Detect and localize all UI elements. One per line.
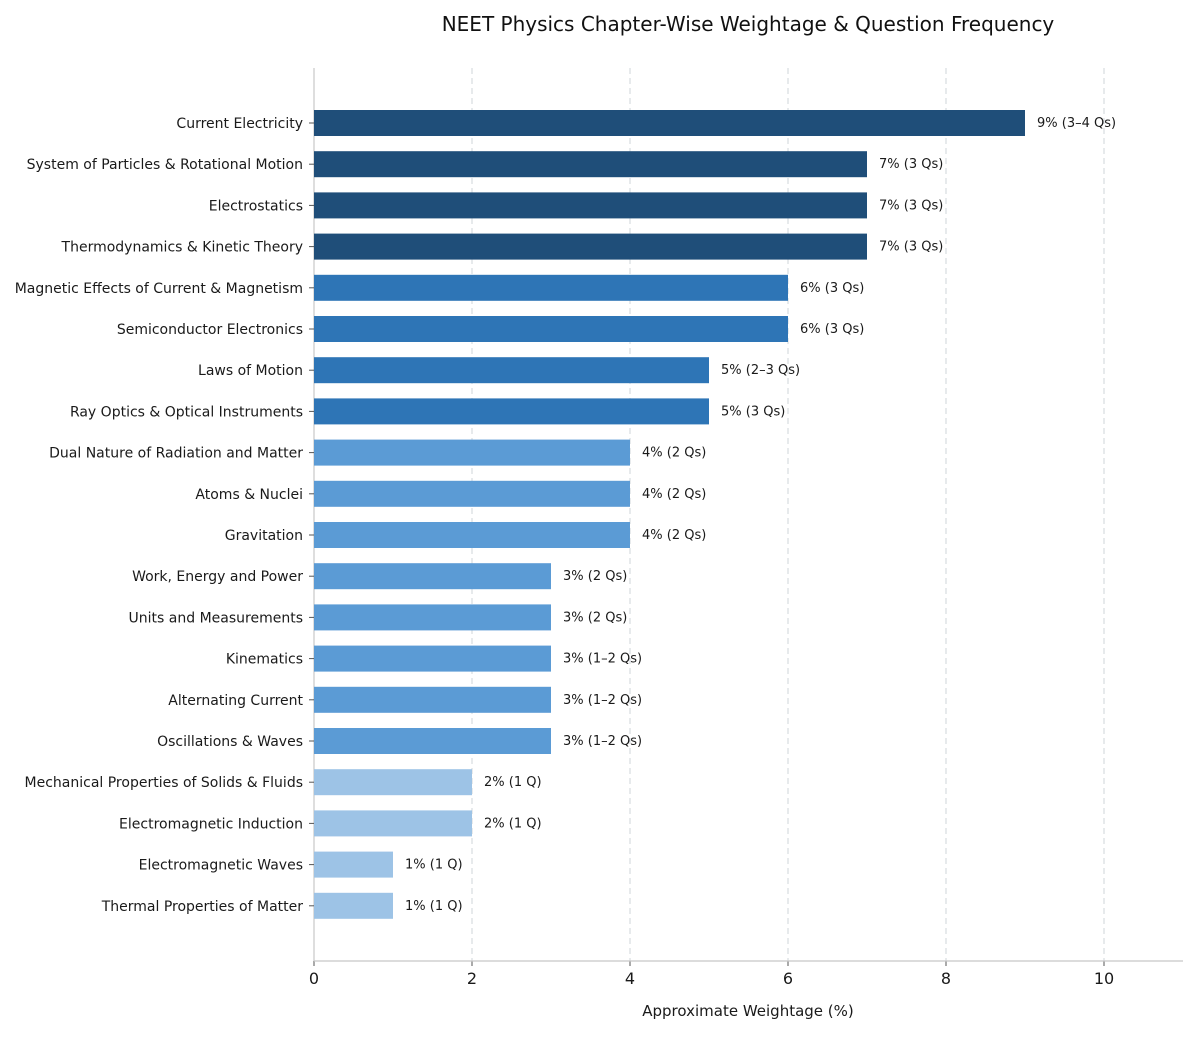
bar-0: [314, 110, 1025, 136]
category-label-16: Mechanical Properties of Solids & Fluids: [25, 775, 303, 791]
value-label-3: 7% (3 Qs): [879, 240, 943, 255]
bar-8: [314, 439, 630, 466]
value-label-6: 5% (2–3 Qs): [721, 363, 800, 378]
bar-15: [314, 728, 551, 754]
category-label-15: Oscillations & Waves: [157, 734, 303, 750]
x-tick-label-6: 6: [783, 969, 793, 988]
x-tick-label-10: 10: [1094, 969, 1114, 988]
value-label-11: 3% (2 Qs): [563, 569, 627, 584]
bar-2: [314, 192, 867, 219]
category-label-2: Electrostatics: [209, 198, 303, 214]
category-label-3: Thermodynamics & Kinetic Theory: [61, 240, 303, 256]
labels: Current Electricity 9% (3–4 Qs) System of …: [15, 116, 1116, 915]
category-label-17: Electromagnetic Induction: [119, 816, 303, 832]
value-label-18: 1% (1 Q): [405, 858, 463, 873]
x-axis-title: Approximate Weightage (%): [642, 1002, 854, 1020]
value-label-0: 9% (3–4 Qs): [1037, 116, 1116, 131]
value-label-16: 2% (1 Q): [484, 775, 542, 790]
value-label-12: 3% (2 Qs): [563, 610, 627, 625]
category-label-0: Current Electricity: [176, 116, 303, 132]
value-label-17: 2% (1 Q): [484, 816, 542, 831]
bar-4: [314, 274, 788, 301]
value-label-7: 5% (3 Qs): [721, 404, 785, 419]
value-label-4: 6% (3 Qs): [800, 281, 864, 296]
bar-13: [314, 645, 551, 672]
category-label-10: Gravitation: [225, 528, 303, 544]
x-tick-label-2: 2: [467, 969, 477, 988]
bar-1: [314, 151, 867, 178]
bar-10: [314, 522, 630, 548]
value-label-2: 7% (3 Qs): [879, 198, 943, 213]
category-label-5: Semiconductor Electronics: [117, 322, 303, 338]
value-label-8: 4% (2 Qs): [642, 446, 706, 461]
category-label-12: Units and Measurements: [129, 610, 303, 626]
category-label-19: Thermal Properties of Matter: [101, 899, 304, 915]
bar-14: [314, 686, 551, 713]
category-label-18: Electromagnetic Waves: [139, 858, 303, 874]
value-label-1: 7% (3 Qs): [879, 157, 943, 172]
category-label-7: Ray Optics & Optical Instruments: [70, 404, 303, 420]
bar-11: [314, 563, 551, 590]
value-label-19: 1% (1 Q): [405, 899, 463, 914]
category-label-9: Atoms & Nuclei: [195, 487, 303, 503]
bar-12: [314, 604, 551, 631]
category-label-4: Magnetic Effects of Current & Magnetism: [15, 281, 303, 297]
bar-5: [314, 316, 788, 342]
bar-6: [314, 357, 709, 384]
value-label-15: 3% (1–2 Qs): [563, 734, 642, 749]
bars: [314, 110, 1025, 919]
category-label-8: Dual Nature of Radiation and Matter: [49, 446, 303, 462]
category-label-1: System of Particles & Rotational Motion: [27, 157, 303, 173]
category-label-6: Laws of Motion: [198, 363, 303, 379]
category-label-13: Kinematics: [226, 652, 303, 668]
bar-3: [314, 233, 867, 260]
x-tick-label-8: 8: [941, 969, 951, 988]
bar-18: [314, 851, 393, 878]
bar-17: [314, 810, 472, 837]
bar-7: [314, 398, 709, 425]
value-label-10: 4% (2 Qs): [642, 528, 706, 543]
bar-9: [314, 480, 630, 507]
value-label-9: 4% (2 Qs): [642, 487, 706, 502]
bar-19: [314, 892, 393, 919]
category-label-14: Alternating Current: [168, 693, 303, 709]
x-tick-label-0: 0: [309, 969, 319, 988]
value-label-13: 3% (1–2 Qs): [563, 652, 642, 667]
x-tick-label-4: 4: [625, 969, 635, 988]
value-label-5: 6% (3 Qs): [800, 322, 864, 337]
category-label-11: Work, Energy and Power: [132, 569, 303, 585]
bar-16: [314, 769, 472, 796]
value-label-14: 3% (1–2 Qs): [563, 693, 642, 708]
chart-title: NEET Physics Chapter-Wise Weightage & Qu…: [442, 12, 1055, 36]
